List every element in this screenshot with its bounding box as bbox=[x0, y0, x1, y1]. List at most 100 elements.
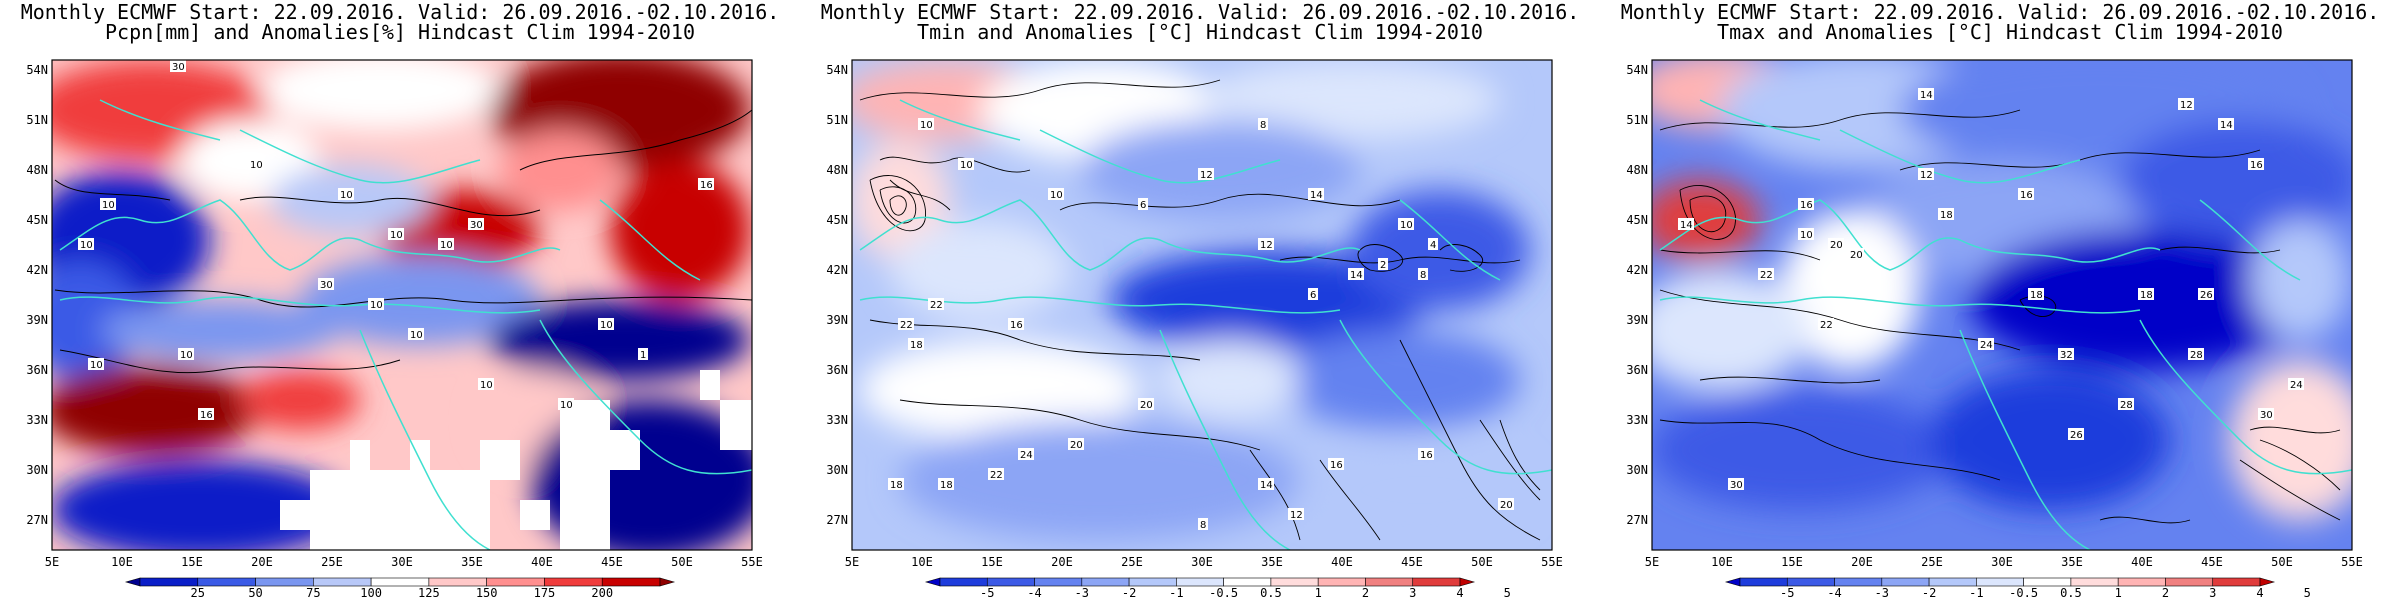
svg-text:28: 28 bbox=[2120, 400, 2133, 411]
svg-text:8: 8 bbox=[1420, 270, 1426, 281]
svg-text:10: 10 bbox=[90, 360, 103, 371]
tmin-field: 10 10 8 6 12 10 14 16 18 20 22 22 20 18 … bbox=[852, 60, 1552, 550]
svg-text:12: 12 bbox=[1290, 510, 1303, 521]
svg-text:30N: 30N bbox=[826, 463, 848, 477]
svg-text:25E: 25E bbox=[1121, 555, 1143, 569]
colorbar-swatch bbox=[2023, 577, 2072, 587]
svg-text:36N: 36N bbox=[826, 363, 848, 377]
svg-text:16: 16 bbox=[1800, 200, 1813, 211]
svg-text:10: 10 bbox=[102, 200, 115, 211]
tmax-panel: Monthly ECMWF Start: 22.09.2016. Valid: … bbox=[1600, 0, 2400, 600]
svg-text:1: 1 bbox=[640, 350, 646, 361]
lat-axis: 54N 51N 48N 45N 42N 39N 36N 33N 30N 27N bbox=[826, 63, 848, 527]
colorbar-swatch bbox=[986, 577, 1035, 587]
colorbar-label: -0.5 bbox=[1209, 586, 1238, 600]
colorbar-label: -2 bbox=[1922, 586, 1936, 600]
colorbar-swatch bbox=[939, 577, 988, 587]
svg-text:10: 10 bbox=[560, 400, 573, 411]
colorbar-left-arrow bbox=[1724, 577, 1741, 587]
lat-axis: 54N 51N 48N 45N 42N 39N 36N 33N 30N 27N bbox=[26, 63, 48, 527]
svg-text:14: 14 bbox=[1260, 480, 1273, 491]
colorbar-swatch bbox=[1412, 577, 1461, 587]
colorbar-swatch bbox=[1081, 577, 1130, 587]
colorbar-label: 150 bbox=[476, 586, 498, 600]
colorbar-swatch bbox=[1881, 577, 1930, 587]
svg-text:42N: 42N bbox=[1626, 263, 1648, 277]
contour-labels: 30 10 10 10 10 10 30 10 10 10 10 10 16 1… bbox=[78, 60, 714, 421]
svg-text:6: 6 bbox=[1140, 200, 1146, 211]
colorbar-label: 100 bbox=[360, 586, 382, 600]
svg-text:45N: 45N bbox=[1626, 213, 1648, 227]
colorbar-label: -4 bbox=[1827, 586, 1841, 600]
svg-text:30: 30 bbox=[1730, 480, 1743, 491]
colorbar-label: -4 bbox=[1027, 586, 1041, 600]
tmax-map: 14 12 14 16 16 18 18 20 22 24 26 28 30 3… bbox=[1626, 59, 2363, 600]
colorbar-label: 200 bbox=[591, 586, 613, 600]
tmin-map: 10 10 8 6 12 10 14 16 18 20 22 22 20 18 … bbox=[826, 59, 1563, 600]
svg-text:26: 26 bbox=[2200, 290, 2213, 301]
svg-text:35E: 35E bbox=[1261, 555, 1283, 569]
colorbar-swatch bbox=[544, 577, 603, 587]
svg-text:30: 30 bbox=[172, 62, 185, 73]
colorbar-right-arrow bbox=[1459, 577, 1476, 587]
colorbar-swatch bbox=[1365, 577, 1414, 587]
svg-text:12: 12 bbox=[1200, 170, 1213, 181]
coastlines bbox=[59, 99, 752, 550]
svg-text:30N: 30N bbox=[26, 463, 48, 477]
colorbar-swatch bbox=[197, 577, 256, 587]
svg-text:15E: 15E bbox=[1781, 555, 1803, 569]
colorbar-label: 0.5 bbox=[1260, 586, 1282, 600]
svg-text:5E: 5E bbox=[45, 555, 59, 569]
lon-axis: 5E 10E 15E 20E 25E 30E 35E 40E 45E 50E 5… bbox=[45, 555, 763, 569]
svg-text:10: 10 bbox=[370, 300, 383, 311]
svg-text:30N: 30N bbox=[1626, 463, 1648, 477]
svg-text:16: 16 bbox=[2020, 190, 2033, 201]
svg-text:16: 16 bbox=[2250, 160, 2263, 171]
svg-text:22: 22 bbox=[990, 470, 1003, 481]
svg-text:24: 24 bbox=[1020, 450, 1033, 461]
precip-field: 30 10 10 10 10 10 30 10 10 10 10 10 16 1… bbox=[52, 60, 752, 550]
panel-title-line1: Monthly ECMWF Start: 22.09.2016. Valid: … bbox=[1620, 0, 2380, 24]
colorbar-label: 175 bbox=[534, 586, 556, 600]
svg-text:10E: 10E bbox=[1711, 555, 1733, 569]
svg-text:30E: 30E bbox=[1991, 555, 2013, 569]
svg-text:20: 20 bbox=[1070, 440, 1083, 451]
svg-text:10: 10 bbox=[1800, 230, 1813, 241]
colorbar-label: -3 bbox=[1075, 586, 1089, 600]
svg-text:28: 28 bbox=[2190, 350, 2203, 361]
svg-text:45N: 45N bbox=[26, 213, 48, 227]
precipitation-map: 30 10 10 10 10 10 30 10 10 10 10 10 16 1… bbox=[26, 59, 763, 600]
svg-text:55E: 55E bbox=[2341, 555, 2363, 569]
coastlines bbox=[1659, 99, 2352, 550]
svg-text:24: 24 bbox=[2290, 380, 2303, 391]
svg-text:4: 4 bbox=[1430, 240, 1436, 251]
colorbar-left-arrow bbox=[124, 577, 141, 587]
svg-text:27N: 27N bbox=[826, 513, 848, 527]
svg-text:10: 10 bbox=[410, 330, 423, 341]
svg-text:20E: 20E bbox=[1851, 555, 1873, 569]
svg-text:6: 6 bbox=[1310, 290, 1316, 301]
colorbar-label: 2 bbox=[1362, 586, 1369, 600]
svg-text:18: 18 bbox=[2030, 290, 2043, 301]
svg-text:26: 26 bbox=[2070, 430, 2083, 441]
colorbar-label: 3 bbox=[1409, 586, 1416, 600]
svg-text:30: 30 bbox=[470, 220, 483, 231]
colorbar-label: 5 bbox=[1504, 586, 1511, 600]
svg-text:51N: 51N bbox=[826, 113, 848, 127]
svg-text:18: 18 bbox=[940, 480, 953, 491]
colorbar-label: 1 bbox=[1315, 586, 1322, 600]
svg-text:12: 12 bbox=[2180, 100, 2193, 111]
svg-text:48N: 48N bbox=[1626, 163, 1648, 177]
svg-text:14: 14 bbox=[2220, 120, 2233, 131]
svg-text:10: 10 bbox=[340, 190, 353, 201]
svg-text:22: 22 bbox=[900, 320, 913, 331]
colorbar-swatch bbox=[601, 577, 661, 587]
colorbar-label: 4 bbox=[2256, 586, 2263, 600]
colorbar-label: -3 bbox=[1875, 586, 1889, 600]
svg-text:42N: 42N bbox=[826, 263, 848, 277]
map-frame bbox=[1651, 59, 2353, 551]
colorbar-swatch bbox=[2070, 577, 2119, 587]
svg-text:22: 22 bbox=[1760, 270, 1773, 281]
contour-labels: 10 10 8 6 12 10 14 16 18 20 22 22 20 18 … bbox=[888, 118, 1514, 531]
svg-text:51N: 51N bbox=[1626, 113, 1648, 127]
